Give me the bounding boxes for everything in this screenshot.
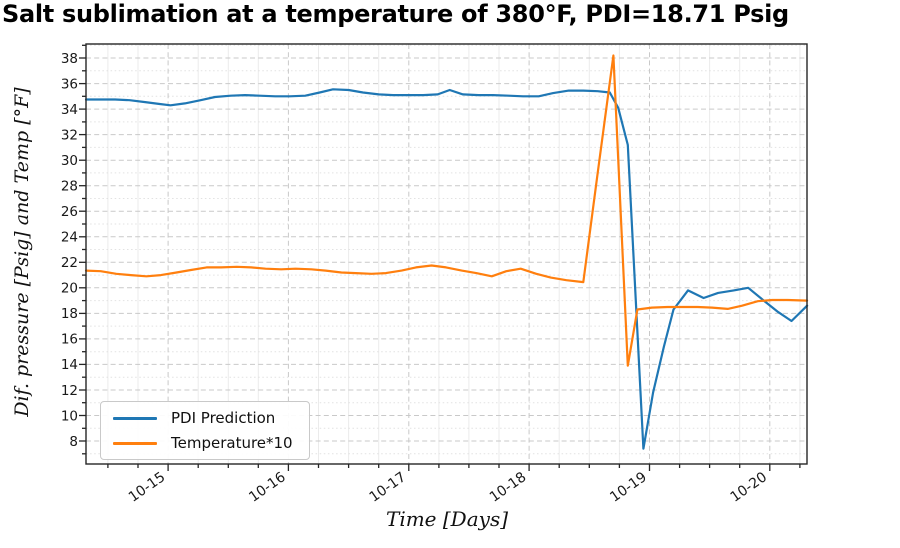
axes-frame: [85, 43, 808, 465]
svg-text:10-20: 10-20: [728, 469, 771, 505]
axis-ticks: [79, 44, 801, 471]
y-axis-label: Dif. pressure [Psig] and Temp [°F]: [11, 87, 33, 417]
svg-text:36: 36: [61, 76, 78, 92]
svg-text:38: 38: [61, 51, 78, 67]
svg-text:34: 34: [61, 102, 78, 118]
legend-item-pdi-prediction: PDI Prediction: [113, 409, 293, 427]
svg-text:10-17: 10-17: [367, 469, 410, 505]
grid-major: [86, 44, 807, 464]
svg-text:10-15: 10-15: [126, 469, 169, 505]
svg-text:24: 24: [61, 230, 78, 246]
svg-text:32: 32: [61, 127, 78, 143]
pdi-prediction-line: [84, 88, 809, 450]
pdi-line-swatch: [113, 416, 157, 420]
svg-text:20: 20: [61, 281, 78, 297]
y-tick-labels: 8 10 12 14 16 18 20 22 24 26 28 30 32 34 36 38: [61, 51, 78, 450]
x-axis-label: Time [Days]: [385, 507, 509, 531]
temperature-line: [84, 54, 809, 367]
svg-text:10-19: 10-19: [607, 469, 650, 505]
svg-text:16: 16: [61, 332, 78, 348]
legend: PDI Prediction Temperature*10: [100, 401, 310, 460]
svg-text:10-18: 10-18: [487, 469, 530, 505]
svg-text:18: 18: [61, 306, 78, 322]
svg-text:14: 14: [61, 357, 78, 373]
svg-text:28: 28: [61, 179, 78, 195]
legend-label-temperature: Temperature*10: [171, 434, 293, 452]
svg-text:8: 8: [69, 434, 78, 450]
svg-text:26: 26: [61, 204, 78, 220]
svg-text:10-16: 10-16: [246, 469, 289, 505]
x-tick-labels: 10-15 10-16 10-17 10-18 10-19 10-20: [126, 469, 770, 505]
temperature-line-swatch: [113, 441, 157, 445]
svg-text:30: 30: [61, 153, 78, 169]
legend-label-pdi: PDI Prediction: [171, 409, 276, 427]
svg-text:22: 22: [61, 255, 78, 271]
svg-text:10: 10: [61, 408, 78, 424]
legend-item-temperature: Temperature*10: [113, 434, 293, 452]
svg-text:12: 12: [61, 383, 78, 399]
chart-title: Salt sublimation at a temperature of 380…: [2, 0, 789, 28]
